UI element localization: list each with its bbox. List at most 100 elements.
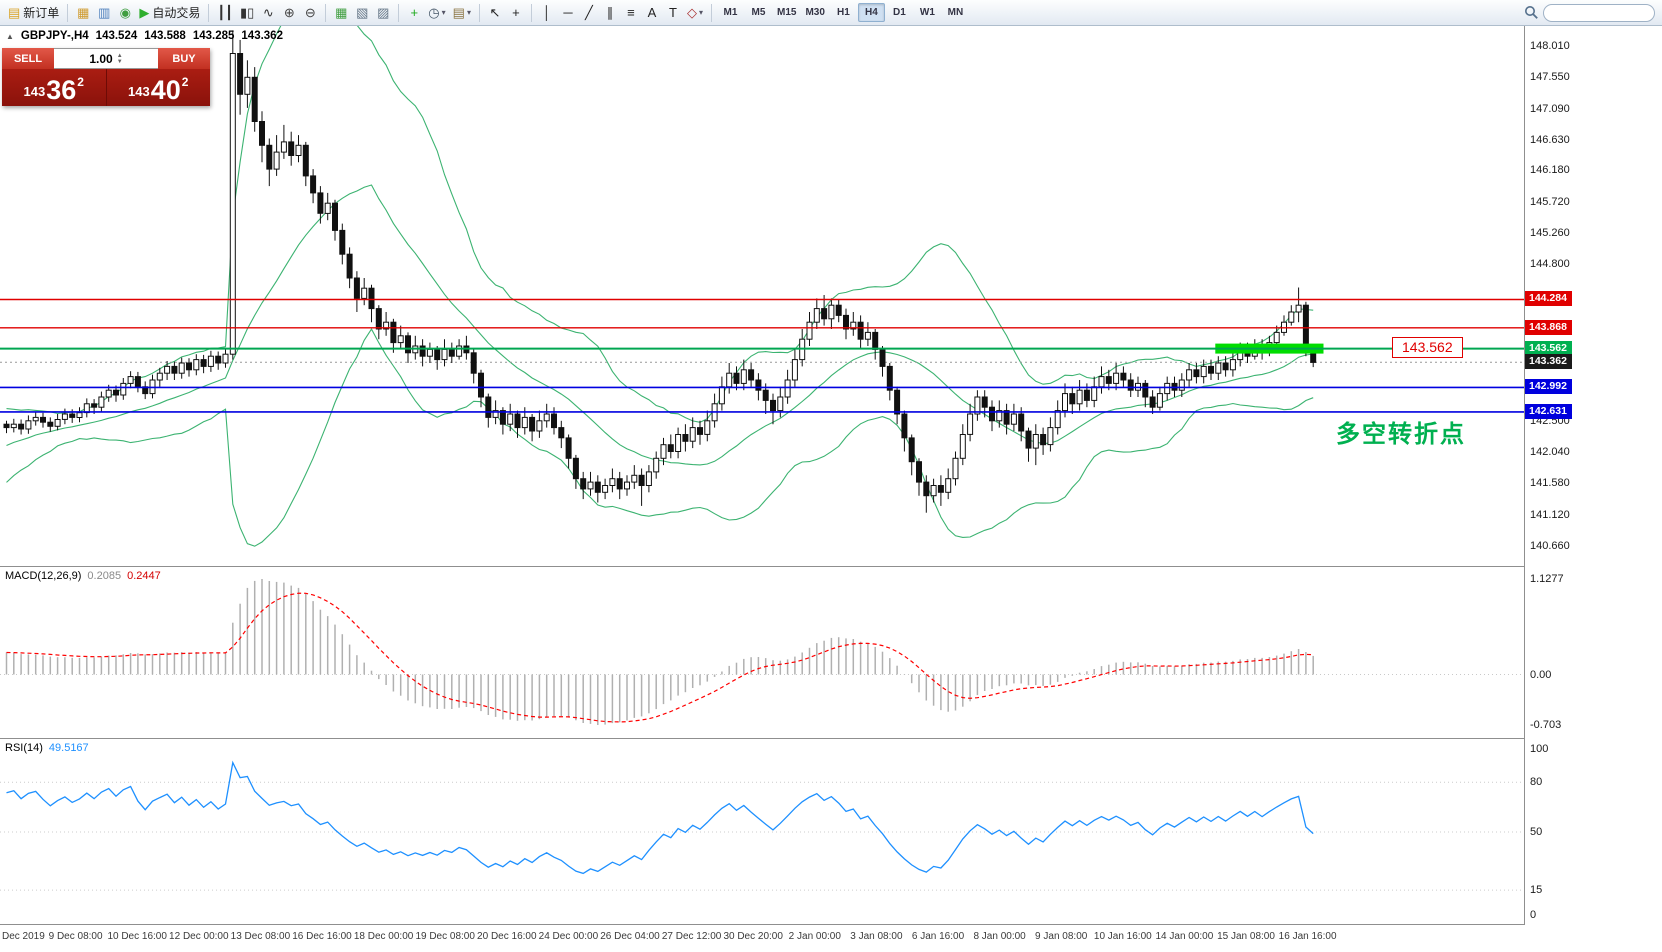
vertical-line-icon[interactable]: │	[542, 5, 552, 20]
sell-price-button[interactable]: 143 36 2	[2, 69, 106, 106]
zoom-in-icon[interactable]: ⊕	[283, 5, 295, 20]
search-input[interactable]	[1543, 3, 1655, 22]
macd-signal-value: 0.2447	[127, 570, 161, 582]
timeframe-m5[interactable]: M5	[751, 7, 766, 18]
buy-price-button[interactable]: 143 40 2	[106, 69, 210, 106]
tile-windows-icon[interactable]: ▦	[335, 5, 348, 20]
toolbar-search	[1524, 3, 1655, 22]
quote-close: 143.362	[241, 30, 283, 42]
rsi-value: 49.5167	[48, 742, 89, 754]
price-tag-142.992: 142.992	[1525, 379, 1572, 394]
quote-collapse-icon[interactable]: ▲	[6, 31, 14, 41]
cursor-icon[interactable]: ↖	[489, 5, 501, 20]
rsi-canvas[interactable]	[0, 739, 1524, 924]
macd-main-value: 0.2085	[87, 570, 122, 582]
crosshair-icon[interactable]: +	[512, 5, 520, 20]
price-axis-label: 147.550	[1530, 71, 1570, 83]
chart-text-note[interactable]: 多空转折点	[1336, 421, 1466, 448]
price-tag-144.284: 144.284	[1525, 291, 1572, 306]
timeframe-w1[interactable]: W1	[919, 7, 935, 18]
time-axis-label: 16 Dec 16:00	[292, 931, 352, 942]
timeframe-m15[interactable]: M15	[776, 7, 797, 18]
price-axis[interactable]: 148.010 147.550 147.090 146.630 146.180 145.7…	[1524, 26, 1662, 925]
volume-up-icon[interactable]: ▲	[116, 52, 123, 59]
rsi-title: RSI(14)	[5, 742, 43, 754]
volume-spinner[interactable]: ▲ ▼	[117, 53, 123, 65]
fibonacci-icon[interactable]: ≡	[627, 5, 635, 20]
volume-field[interactable]: 1.00 ▲ ▼	[54, 48, 158, 69]
panel-divider[interactable]	[0, 566, 1662, 567]
toolbar: ▤ 新订单 ▦ ▥ ◉ ▶ 自动交易 ┃┃ ▮▯ ∿ ⊕ ⊖ ▦ ▧ ▨ + ◷ ▾ ▤ ▾ ↖ + │ ─ ╱ ∥ ≡ A T ◇ ▾ M1…	[0, 0, 1662, 26]
chart-candles-icon[interactable]: ▮▯	[239, 5, 255, 20]
chart-line-icon[interactable]: ∿	[262, 5, 274, 20]
rsi-axis-label: 0	[1530, 909, 1537, 921]
sell-price-big: 36	[46, 75, 77, 105]
trendline-icon[interactable]: ╱	[585, 5, 593, 20]
time-axis[interactable]: Dec 2019 9 Dec 08:00 10 Dec 16:00 12 Dec 00…	[0, 925, 1662, 952]
add-indicator-icon[interactable]: +	[410, 5, 419, 20]
arrange-windows-icon[interactable]: ▨	[377, 5, 390, 20]
price-tag-143.562: 143.562	[1525, 341, 1572, 356]
price-level-label[interactable]: 143.562	[1392, 337, 1463, 358]
volume-down-icon[interactable]: ▼	[116, 58, 123, 65]
time-axis-label: 14 Jan 00:00	[1155, 931, 1214, 942]
price-tag-143.868: 143.868	[1525, 320, 1572, 335]
timeframe-d1[interactable]: D1	[892, 7, 906, 18]
chart-bars-icon[interactable]: ┃┃	[217, 5, 233, 20]
quote-line: ▲ GBPJPY-,H4 143.524 143.588 143.285 143…	[6, 30, 283, 42]
text-icon[interactable]: A	[647, 5, 657, 20]
price-axis-label: 141.120	[1530, 509, 1570, 521]
templates-icon[interactable]: ▤ ▾	[452, 5, 471, 20]
macd-axis-label: -0.703	[1530, 719, 1562, 731]
rsi-axis-label: 15	[1530, 884, 1543, 896]
timeframe-h4[interactable]: H4	[857, 3, 885, 22]
macd-title: MACD(12,26,9)	[5, 570, 82, 582]
time-axis-label: 26 Dec 04:00	[600, 931, 660, 942]
buy-button[interactable]: BUY	[158, 48, 210, 69]
navigator-icon[interactable]: ◉	[119, 5, 131, 20]
price-axis-label: 140.660	[1530, 540, 1570, 552]
rsi-axis-label: 100	[1530, 743, 1549, 755]
new-order-button[interactable]: ▤ 新订单	[8, 5, 60, 20]
time-axis-label: 27 Dec 12:00	[661, 931, 722, 942]
price-axis-label: 141.580	[1530, 477, 1570, 489]
cascade-windows-icon[interactable]: ▧	[356, 5, 369, 20]
autotrading-button[interactable]: ▶ 自动交易	[139, 5, 201, 20]
toolbar-separator	[325, 3, 327, 22]
sell-price-prefix: 143	[23, 84, 46, 99]
price-tag-143.362: 143.362	[1525, 354, 1572, 369]
time-axis-label: 16 Jan 16:00	[1278, 931, 1337, 942]
data-window-icon[interactable]: ▥	[98, 5, 111, 20]
macd-panel: MACD(12,26,9) 0.2085 0.2447	[0, 567, 1524, 738]
shapes-icon[interactable]: ◇ ▾	[686, 5, 703, 20]
buy-price-pip: 2	[181, 75, 189, 89]
panel-divider	[0, 924, 1662, 925]
time-axis-label: 3 Jan 08:00	[850, 931, 903, 942]
channel-icon[interactable]: ∥	[606, 5, 614, 20]
horizontal-line-icon[interactable]: ─	[563, 5, 573, 20]
time-axis-label: 9 Jan 08:00	[1035, 931, 1088, 942]
sell-button[interactable]: SELL	[2, 48, 54, 69]
timeframe-m30[interactable]: M30	[805, 7, 825, 18]
time-axis-label: 9 Dec 08:00	[48, 931, 103, 942]
zoom-out-icon[interactable]: ⊖	[304, 5, 316, 20]
price-axis-label: 146.630	[1530, 134, 1570, 146]
rsi-panel: RSI(14) 49.5167	[0, 739, 1524, 924]
timeframe-h1[interactable]: H1	[836, 7, 850, 18]
panel-divider[interactable]	[0, 738, 1662, 739]
search-icon[interactable]	[1524, 5, 1539, 20]
time-axis-label: 8 Jan 00:00	[973, 931, 1026, 942]
timeframe-m1[interactable]: M1	[723, 7, 738, 18]
price-axis-label: 142.040	[1530, 446, 1570, 458]
timeframe-mn[interactable]: MN	[947, 7, 964, 18]
symbol-name: GBPJPY-,H4	[20, 30, 89, 42]
macd-axis-label: 1.1277	[1530, 573, 1564, 585]
quote-low: 143.285	[192, 30, 235, 42]
volume-value: 1.00	[89, 51, 113, 66]
label-icon[interactable]: T	[668, 5, 677, 20]
macd-canvas[interactable]	[0, 567, 1524, 738]
market-watch-icon[interactable]: ▦	[77, 5, 90, 20]
periods-icon[interactable]: ◷ ▾	[428, 5, 446, 20]
price-axis-label: 145.260	[1530, 227, 1570, 239]
price-chart-canvas[interactable]	[0, 26, 1524, 566]
